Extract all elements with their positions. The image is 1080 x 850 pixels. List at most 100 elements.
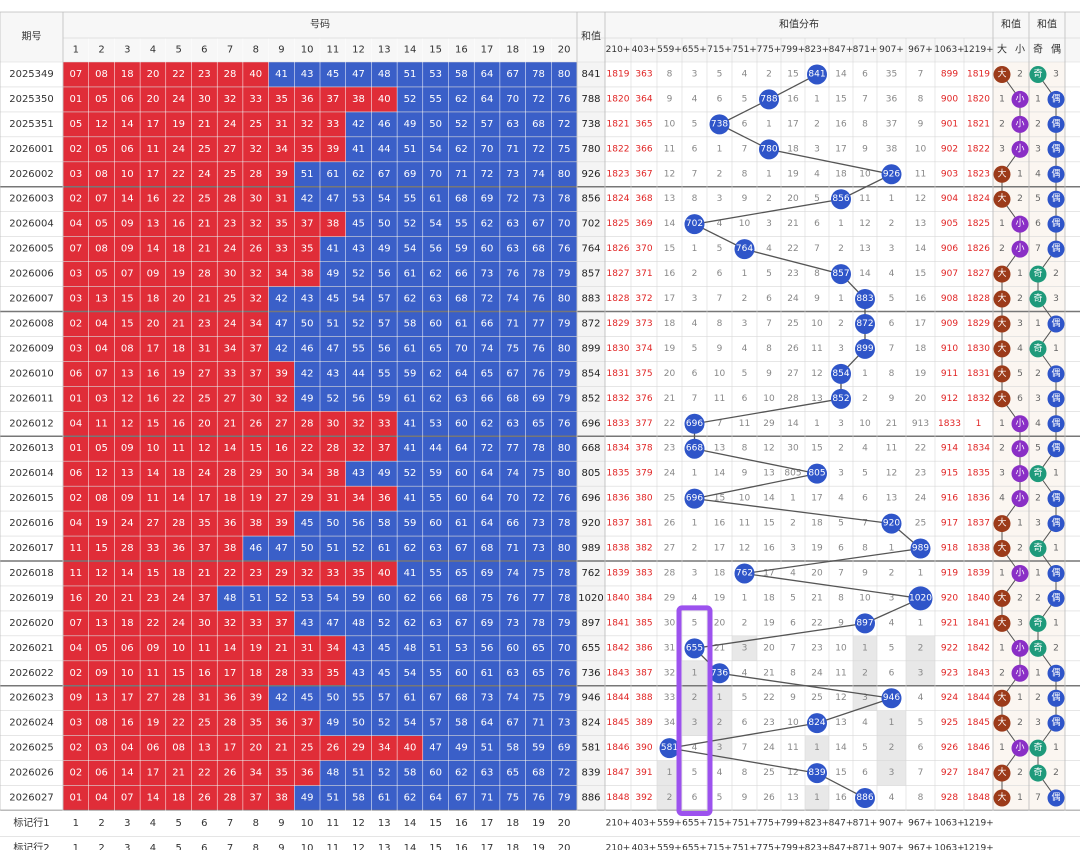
- number-column-header: 11: [326, 45, 339, 56]
- distribution-cell: [906, 336, 935, 362]
- omission-value: 379: [635, 469, 652, 479]
- drawn-number: 62: [404, 618, 417, 629]
- drawn-number: 32: [352, 443, 365, 454]
- size-marker: [1011, 440, 1029, 458]
- drawn-number: 35: [249, 718, 262, 729]
- omission-value: 7: [742, 144, 748, 154]
- size-omission: 3: [999, 469, 1005, 479]
- drawn-number: 35: [275, 94, 288, 105]
- drawn-number: 36: [378, 493, 391, 504]
- number-cell: [140, 286, 166, 312]
- number-cell: [191, 735, 218, 761]
- number-cell: [165, 461, 192, 487]
- drawn-number: 79: [558, 318, 571, 329]
- drawn-number: 70: [455, 343, 468, 354]
- drawn-number: 64: [481, 94, 494, 105]
- drawn-number: 42: [275, 693, 288, 704]
- drawn-number: 63: [429, 618, 442, 629]
- period-cell: [0, 361, 63, 387]
- distribution-cell: [906, 735, 935, 761]
- omission-value: 909: [941, 319, 958, 329]
- distribution-cell: [682, 111, 707, 137]
- number-cell: [474, 585, 500, 611]
- number-cell: [474, 660, 500, 686]
- drawn-number: 21: [198, 119, 211, 130]
- omission-value: 17: [915, 319, 926, 329]
- omission-value: 1821: [967, 119, 990, 129]
- omission-value: 1829: [967, 319, 990, 329]
- parity-marker-label: 偶: [1051, 517, 1060, 529]
- number-cell: [345, 585, 372, 611]
- drawn-number: 64: [481, 493, 494, 504]
- omission-value: 1827: [967, 269, 990, 279]
- number-cell: [294, 511, 320, 537]
- number-cell: [114, 735, 141, 761]
- distribution-cell: [964, 585, 993, 611]
- number-cell: [217, 211, 243, 237]
- omission-value: 913: [912, 419, 929, 429]
- omission-value: 382: [635, 544, 652, 554]
- drawn-number: 56: [429, 244, 442, 255]
- drawn-number: 62: [404, 543, 417, 554]
- number-cell: [191, 461, 218, 487]
- drawn-number: 08: [95, 493, 108, 504]
- omission-value: 12: [915, 194, 926, 204]
- period-label: 2026022: [9, 668, 54, 679]
- omission-value: 4: [862, 718, 868, 728]
- distribution-cell: [964, 136, 993, 162]
- size-marker: [1011, 140, 1029, 158]
- drawn-number: 48: [326, 768, 339, 779]
- number-cell: [294, 660, 320, 686]
- number-cell: [422, 610, 449, 636]
- flag-cell: [1011, 361, 1029, 387]
- drawn-number: 78: [532, 443, 545, 454]
- number-cell: [294, 486, 320, 512]
- drawn-number: 33: [249, 94, 262, 105]
- distribution-cell: [757, 211, 781, 237]
- number-cell: [474, 136, 500, 162]
- drawn-number: 58: [352, 793, 365, 804]
- omission-value: 3: [742, 643, 748, 653]
- distribution-cell: [657, 411, 682, 437]
- number-cell: [371, 710, 398, 736]
- distribution-cell: [682, 186, 707, 212]
- number-cell: [88, 361, 115, 387]
- period-cell: [0, 585, 63, 611]
- drawn-number: 64: [481, 69, 494, 80]
- drawn-number: 30: [326, 418, 339, 429]
- omission-value: 374: [635, 344, 652, 354]
- drawn-number: 08: [95, 244, 108, 255]
- omission-value: 1843: [967, 668, 990, 678]
- number-cell: [474, 62, 500, 87]
- drawn-number: 62: [455, 768, 468, 779]
- number-cell: [242, 536, 269, 561]
- omission-value: 6: [692, 793, 698, 803]
- number-cell: [345, 86, 372, 112]
- parity-marker: [1047, 589, 1065, 607]
- table-row: [0, 211, 1065, 237]
- number-cell: [551, 161, 577, 187]
- number-cell: [88, 286, 115, 312]
- omission-value: 20: [664, 369, 676, 379]
- omission-value: 5: [790, 593, 796, 603]
- sum-marker: [855, 788, 875, 809]
- sum-marker-label: 824: [808, 718, 825, 728]
- number-cell: [191, 436, 218, 462]
- distribution-cell: [631, 311, 657, 337]
- omission-value: 5: [862, 743, 868, 753]
- distribution-column-header: 210+: [606, 45, 631, 55]
- number-cell: [165, 386, 192, 412]
- omission-value: 2: [742, 294, 748, 304]
- omission-value: 10: [859, 419, 871, 429]
- drawn-number: 18: [172, 468, 185, 479]
- parity-omission: 3: [1035, 144, 1041, 154]
- omission-value: 1833: [607, 419, 630, 429]
- omission-value: 1844: [967, 693, 990, 703]
- drawn-number: 77: [506, 443, 519, 454]
- drawn-number: 13: [121, 468, 134, 479]
- small-header: 小: [1015, 44, 1025, 56]
- omission-value: 1: [692, 519, 698, 529]
- parity-omission: 1: [1035, 94, 1041, 104]
- omission-value: 21: [664, 394, 675, 404]
- number-cell: [88, 411, 115, 437]
